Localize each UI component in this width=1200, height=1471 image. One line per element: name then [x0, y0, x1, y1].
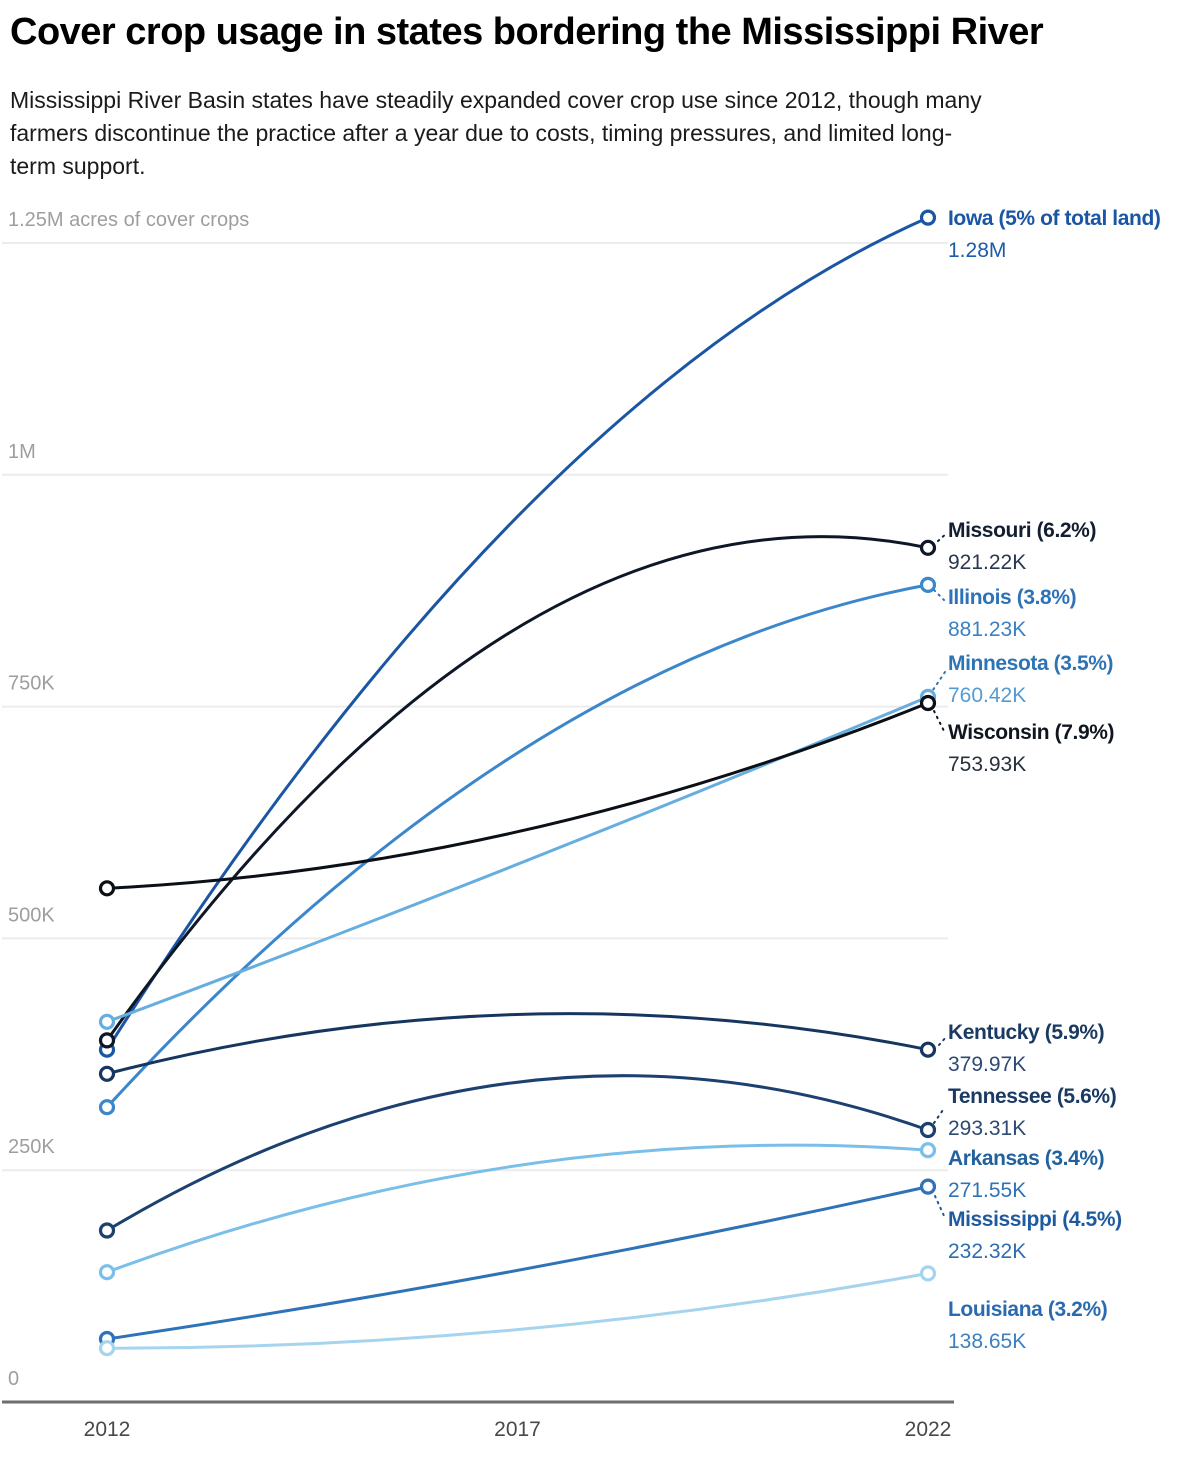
y-axis-tick-label: 250K — [8, 1136, 55, 1158]
series-value-mississippi: 232.32K — [948, 1240, 1026, 1263]
series-marker-minnesota-2012 — [98, 1013, 116, 1030]
series-marker-wisconsin-2012 — [98, 880, 116, 897]
series-label-wisconsin: Wisconsin (7.9%) — [948, 721, 1114, 744]
x-axis-tick-label: 2017 — [494, 1418, 541, 1441]
series-line-kentucky — [105, 1012, 930, 1076]
series-line-minnesota — [105, 695, 930, 1024]
series-marker-missouri-2022 — [919, 539, 937, 556]
x-axis-tick-label: 2012 — [84, 1418, 131, 1441]
series-label-illinois: Illinois (3.8%) — [948, 586, 1076, 609]
leader-line-illinois — [933, 589, 945, 601]
series-line-iowa — [105, 216, 930, 1052]
chart-subtitle-line-3: term support. — [10, 153, 146, 179]
series-value-wisconsin: 753.93K — [948, 753, 1026, 776]
y-axis-tick-label: 750K — [8, 673, 55, 695]
series-label-arkansas: Arkansas (3.4%) — [948, 1147, 1104, 1170]
series-marker-tennessee-2012 — [98, 1222, 116, 1239]
series-label-mississippi: Mississippi (4.5%) — [948, 1208, 1122, 1231]
series-marker-tennessee-2022 — [919, 1121, 937, 1139]
series-label-louisiana: Louisiana (3.2%) — [948, 1298, 1107, 1321]
leader-line-wisconsin — [933, 710, 945, 732]
chart-title: Cover crop usage in states bordering the… — [10, 11, 1044, 53]
series-marker-wisconsin-2022 — [919, 694, 937, 712]
y-axis-tick-label: 1.25M acres of cover crops — [8, 209, 249, 231]
chart-subtitle: Mississippi River Basin states have stea… — [10, 84, 1190, 183]
series-marker-iowa-2022 — [919, 209, 937, 226]
series-label-minnesota: Minnesota (3.5%) — [948, 652, 1113, 675]
series-value-missouri: 921.22K — [948, 551, 1026, 574]
chart-subtitle-line-2: farmers discontinue the practice after a… — [10, 120, 953, 146]
y-axis-tick-label: 0 — [8, 1368, 19, 1390]
leader-line-minnesota — [932, 671, 946, 691]
series-line-mississippi — [105, 1185, 930, 1341]
series-line-tennessee — [105, 1074, 930, 1232]
series-value-louisiana: 138.65K — [948, 1330, 1026, 1353]
series-line-illinois — [105, 583, 930, 1109]
series-marker-louisiana-2012 — [98, 1340, 116, 1357]
series-value-arkansas: 271.55K — [948, 1179, 1026, 1202]
leader-line-kentucky — [938, 1035, 948, 1046]
series-marker-illinois-2012 — [98, 1099, 116, 1116]
series-label-missouri: Missouri (6.2%) — [948, 519, 1096, 542]
leader-line-mississippi — [934, 1195, 946, 1219]
leader-line-missouri — [937, 532, 948, 542]
y-axis-tick-label: 500K — [8, 904, 55, 926]
series-value-minnesota: 760.42K — [948, 684, 1026, 707]
chart-subtitle-line-1: Mississippi River Basin states have stea… — [10, 87, 982, 113]
series-marker-kentucky-2012 — [98, 1065, 116, 1082]
series-line-louisiana — [105, 1271, 930, 1350]
y-axis-tick-label: 1M — [8, 441, 36, 463]
series-marker-kentucky-2022 — [919, 1041, 937, 1058]
x-axis-tick-label: 2022 — [905, 1418, 952, 1441]
series-marker-illinois-2022 — [919, 576, 937, 594]
series-line-arkansas — [105, 1143, 930, 1274]
series-line-wisconsin — [105, 701, 930, 890]
leader-line-tennessee — [933, 1106, 946, 1124]
series-label-iowa: Iowa (5% of total land) — [948, 207, 1160, 230]
series-value-tennessee: 293.31K — [948, 1117, 1026, 1140]
series-value-iowa: 1.28M — [948, 239, 1006, 262]
series-label-tennessee: Tennessee (5.6%) — [948, 1085, 1116, 1108]
series-label-kentucky: Kentucky (5.9%) — [948, 1021, 1104, 1044]
series-marker-mississippi-2022 — [919, 1178, 937, 1195]
series-marker-missouri-2012 — [98, 1032, 116, 1049]
series-value-illinois: 881.23K — [948, 618, 1026, 641]
series-marker-arkansas-2012 — [98, 1264, 116, 1281]
series-marker-arkansas-2022 — [919, 1142, 937, 1159]
series-line-missouri — [105, 535, 930, 1042]
series-marker-louisiana-2022 — [919, 1265, 937, 1282]
series-value-kentucky: 379.97K — [948, 1053, 1026, 1076]
